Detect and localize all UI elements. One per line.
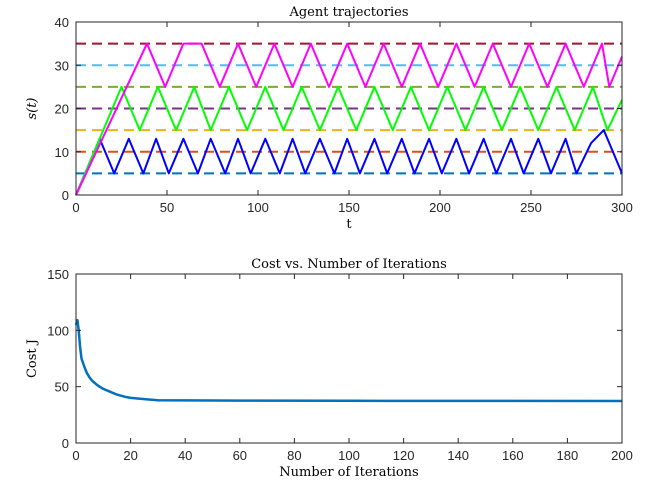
trajectory-chart-title: Agent trajectories — [288, 5, 408, 20]
cost-x-label: Number of Iterations — [279, 465, 418, 480]
x-tick-label: 150 — [338, 200, 360, 215]
y-tick-label: 0 — [62, 436, 69, 451]
trajectory-line — [75, 129, 623, 196]
x-tick-label: 140 — [447, 448, 469, 463]
x-tick-label: 120 — [393, 448, 415, 463]
y-tick-label: 10 — [55, 145, 69, 160]
x-tick-label: 300 — [611, 200, 633, 215]
x-tick-label: 100 — [338, 448, 360, 463]
y-tick-label: 30 — [55, 58, 69, 73]
x-tick-label: 200 — [611, 448, 633, 463]
trajectory-line — [75, 85, 623, 196]
cost-series-group — [74, 318, 623, 403]
cost-x-ticks: 0 20 40 60 80 100 120 140 160 180 200 — [72, 274, 633, 463]
y-tick-label: 20 — [55, 102, 69, 117]
trajectory-x-label: t — [346, 217, 352, 232]
x-tick-label: 100 — [247, 200, 269, 215]
cost-plot-frame — [75, 273, 623, 444]
x-tick-label: 0 — [72, 200, 79, 215]
cost-y-label: Cost J — [25, 339, 40, 378]
y-tick-label: 0 — [62, 188, 69, 203]
cost-line — [74, 318, 623, 403]
y-tick-label: 40 — [55, 15, 69, 30]
trajectory-chart: 0 50 100 150 200 250 300 0 10 20 30 40 Agent traje… — [25, 5, 633, 232]
x-tick-label: 60 — [233, 448, 247, 463]
y-tick-label: 50 — [55, 380, 69, 395]
x-tick-label: 0 — [72, 448, 79, 463]
trajectory-y-label: s(t) — [25, 97, 40, 119]
trajectory-line — [75, 42, 623, 196]
x-tick-label: 180 — [557, 448, 579, 463]
reference-lines — [76, 42, 622, 175]
y-tick-label: 100 — [47, 323, 69, 338]
trajectory-x-ticks: 0 50 100 150 200 250 300 — [72, 22, 633, 215]
y-tick-label: 150 — [47, 267, 69, 282]
cost-chart: 0 20 40 60 80 100 120 140 160 180 200 0 50 100 150 Co… — [25, 257, 633, 480]
x-tick-label: 250 — [520, 200, 542, 215]
x-tick-label: 40 — [178, 448, 192, 463]
x-tick-label: 20 — [123, 448, 137, 463]
trajectory-y-ticks: 0 10 20 30 40 — [55, 15, 622, 203]
x-tick-label: 80 — [287, 448, 301, 463]
cost-y-ticks: 0 50 100 150 — [47, 267, 622, 451]
trajectory-series-group — [75, 42, 623, 196]
x-tick-label: 50 — [160, 200, 174, 215]
cost-chart-title: Cost vs. Number of Iterations — [251, 257, 447, 272]
x-tick-label: 200 — [429, 200, 451, 215]
x-tick-label: 160 — [502, 448, 524, 463]
